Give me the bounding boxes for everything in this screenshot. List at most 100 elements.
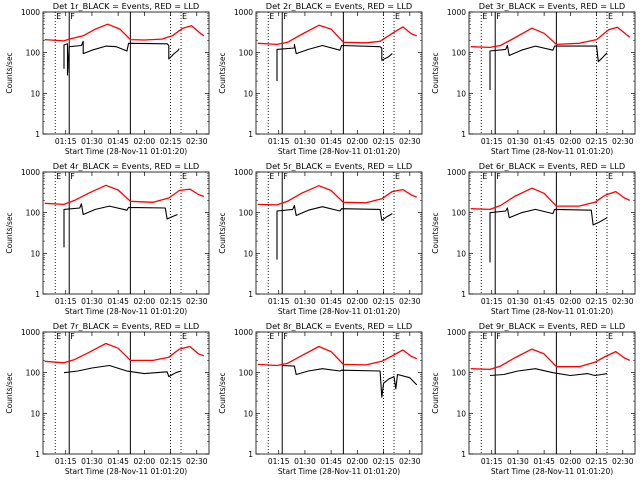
x-axis-label: Start Time (28-Nov-11 01:01:20)	[278, 147, 400, 156]
plot-frame	[468, 171, 636, 295]
y-tick-label: 1000	[234, 168, 253, 177]
event-marker-label: E	[482, 332, 487, 341]
y-tick-label: 10	[243, 89, 253, 98]
x-tick-label: 02:30	[186, 297, 208, 306]
chart-title: Det 7r_BLACK = Events, RED = LLD	[53, 321, 199, 331]
x-tick-label: 02:15	[373, 297, 395, 306]
y-tick-label: 10	[30, 89, 40, 98]
x-tick-label: 02:00	[347, 457, 369, 466]
x-tick-label: 01:30	[294, 457, 316, 466]
y-tick-label: 100	[239, 369, 254, 378]
chart-title: Det 2r_BLACK = Events, RED = LLD	[266, 1, 412, 11]
x-tick-label: 02:30	[186, 457, 208, 466]
x-tick-label: 02:30	[612, 297, 634, 306]
event-marker-label: E	[269, 12, 274, 21]
x-tick-label: 02:30	[186, 137, 208, 146]
lld-series-line	[470, 348, 631, 371]
events-series-line	[276, 43, 393, 82]
event-marker-label: E	[482, 172, 487, 181]
x-tick-label: 01:15	[481, 137, 503, 146]
y-tick-label: 1	[35, 450, 40, 459]
chart-panel: Det 7r_BLACK = Events, RED = LLD 1 10 100 10…	[5, 321, 210, 476]
y-tick-label: 1	[461, 450, 466, 459]
x-tick-label: 02:30	[399, 297, 421, 306]
event-marker-label: E	[182, 332, 187, 341]
y-tick-label: 100	[452, 49, 467, 58]
y-tick-label: 1000	[21, 8, 40, 17]
chart-panel: Det 2r_BLACK = Events, RED = LLD 1 10 100 10…	[218, 1, 423, 156]
event-marker-label: E	[269, 172, 274, 181]
event-marker-label: E	[395, 172, 400, 181]
chart-panel: Det 5r_BLACK = Events, RED = LLD 1 10 100 10…	[218, 161, 423, 316]
x-tick-label: 02:00	[347, 137, 369, 146]
event-marker-label: F	[70, 12, 75, 21]
chart-title: Det 1r_BLACK = Events, RED = LLD	[53, 1, 199, 11]
y-tick-label: 100	[26, 369, 41, 378]
y-axis-label: Counts/sec	[218, 52, 227, 93]
y-tick-label: 1000	[234, 8, 253, 17]
chart-panel: Det 8r_BLACK = Events, RED = LLD 1 10 100 10…	[218, 321, 423, 476]
x-tick-label: 01:45	[107, 297, 129, 306]
event-marker-label: F	[70, 332, 75, 341]
events-series-line	[63, 364, 182, 378]
chart-title: Det 9r_BLACK = Events, RED = LLD	[479, 321, 625, 331]
event-marker-label: F	[283, 12, 288, 21]
plot-frame	[468, 331, 636, 455]
y-axis-label: Counts/sec	[5, 52, 14, 93]
y-tick-label: 1	[35, 290, 40, 299]
x-tick-label: 01:30	[507, 297, 529, 306]
events-series-line	[489, 368, 608, 377]
x-tick-label: 01:45	[533, 137, 555, 146]
events-series-line	[63, 203, 178, 248]
lld-series-line	[257, 185, 418, 206]
lld-series-line	[257, 24, 418, 46]
events-series-line	[276, 204, 393, 260]
chart-title: Det 5r_BLACK = Events, RED = LLD	[266, 161, 412, 171]
event-marker-label: E	[182, 12, 187, 21]
events-series-line	[63, 40, 180, 76]
plot-frame	[255, 11, 423, 135]
lld-series-line	[470, 26, 631, 49]
event-marker-label: F	[496, 12, 501, 21]
x-tick-label: 01:45	[320, 457, 342, 466]
x-tick-label: 01:15	[481, 297, 503, 306]
events-series-line	[282, 364, 418, 398]
x-tick-label: 02:00	[347, 297, 369, 306]
y-tick-label: 10	[243, 409, 253, 418]
x-tick-label: 01:45	[533, 297, 555, 306]
x-tick-label: 02:00	[560, 457, 582, 466]
x-axis-label: Start Time (28-Nov-11 01:01:20)	[65, 307, 187, 316]
y-tick-label: 100	[26, 49, 41, 58]
x-axis-label: Start Time (28-Nov-11 01:01:20)	[65, 467, 187, 476]
x-axis-label: Start Time (28-Nov-11 01:01:20)	[491, 147, 613, 156]
event-marker-label: E	[56, 172, 61, 181]
plot-frame	[255, 331, 423, 455]
y-axis-label: Counts/sec	[5, 372, 14, 413]
y-axis-label: Counts/sec	[218, 212, 227, 253]
plot-frame	[468, 11, 636, 135]
x-axis-label: Start Time (28-Nov-11 01:01:20)	[278, 467, 400, 476]
y-tick-label: 10	[243, 249, 253, 258]
y-tick-label: 1	[248, 450, 253, 459]
x-tick-label: 02:30	[612, 457, 634, 466]
event-marker-label: E	[608, 12, 613, 21]
x-tick-label: 01:30	[507, 137, 529, 146]
y-tick-label: 1	[35, 130, 40, 139]
y-axis-label: Counts/sec	[5, 212, 14, 253]
x-tick-label: 02:00	[560, 137, 582, 146]
x-axis-label: Start Time (28-Nov-11 01:01:20)	[65, 147, 187, 156]
x-tick-label: 02:15	[586, 137, 608, 146]
chart-panel: Det 3r_BLACK = Events, RED = LLD 1 10 100 10…	[431, 1, 636, 156]
chart-title: Det 4r_BLACK = Events, RED = LLD	[53, 161, 199, 171]
chart-title: Det 3r_BLACK = Events, RED = LLD	[479, 1, 625, 11]
chart-title: Det 6r_BLACK = Events, RED = LLD	[479, 161, 625, 171]
plot-frame	[42, 331, 210, 455]
lld-series-line	[470, 187, 631, 211]
event-marker-label: E	[395, 332, 400, 341]
event-marker-label: E	[395, 12, 400, 21]
x-axis-label: Start Time (28-Nov-11 01:01:20)	[491, 307, 613, 316]
x-tick-label: 01:30	[81, 137, 103, 146]
x-tick-label: 01:30	[294, 297, 316, 306]
x-tick-label: 01:15	[268, 297, 290, 306]
event-marker-label: E	[482, 12, 487, 21]
